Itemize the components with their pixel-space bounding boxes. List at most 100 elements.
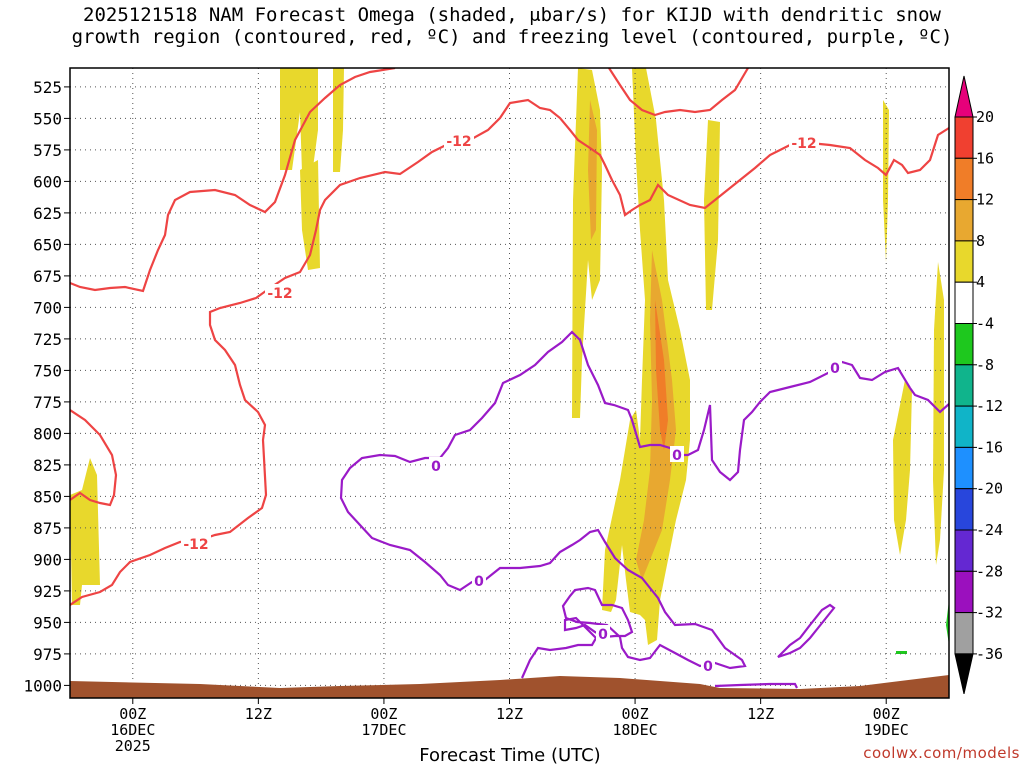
- contour-label-bg: [789, 134, 819, 150]
- contour-labels: -12 -12 -12 -12 0 0 0 0 0 0: [181, 132, 842, 675]
- y-tick-label: 975: [33, 645, 62, 664]
- colorbar-tick-label: -28: [976, 562, 1003, 580]
- contour-label-bg: [828, 359, 842, 375]
- y-tick-label: 725: [33, 330, 62, 349]
- colorbar-tick-label: -32: [976, 604, 1003, 622]
- colorbar-band: [954, 323, 974, 366]
- colorbar-band: [954, 488, 974, 531]
- y-tick-label: 650: [33, 235, 62, 254]
- colorbar-band: [954, 240, 974, 283]
- colorbar: 20 16 12 8 4 -4 -8 -12 -16 -20 -24 -28 -32 -36: [954, 75, 1003, 695]
- contour-label: -12: [267, 286, 292, 302]
- colorbar-tick-label: 8: [976, 232, 985, 250]
- y-tick-label: 1000: [23, 676, 62, 695]
- contour-label-bg: [670, 446, 684, 462]
- axes: 525 550 575 600 625 650 675 700 725 750 775 800 825 8…: [23, 67, 950, 755]
- terrain: [70, 675, 949, 698]
- contour-label-bg: [265, 284, 295, 300]
- x-tick-label: 2025: [115, 737, 151, 755]
- contour-label: -12: [791, 136, 816, 152]
- contour-label: -12: [183, 537, 208, 553]
- omega-cell: [280, 68, 318, 175]
- omega-cell: [588, 100, 597, 240]
- contour-label-bg: [472, 572, 486, 588]
- colorbar-tick-label: -36: [976, 645, 1003, 663]
- omega-shading: [70, 68, 949, 654]
- dgz-contour-line: [70, 68, 396, 293]
- x-tick-label: 00Z: [370, 705, 397, 723]
- contour-label: 0: [703, 659, 713, 675]
- x-tick-label: 00Z: [622, 705, 649, 723]
- contour-label: 0: [431, 459, 441, 475]
- colorbar-band: [954, 116, 974, 159]
- colorbar-tick-label: -8: [976, 356, 994, 374]
- omega-cell: [893, 380, 912, 555]
- x-tick-label: 12Z: [496, 705, 523, 723]
- y-tick-label: 825: [33, 456, 62, 475]
- colorbar-band: [954, 570, 974, 614]
- x-tick-label: 18DEC: [612, 721, 657, 739]
- contour-label: 0: [830, 361, 840, 377]
- colorbar-tick-label: -16: [976, 438, 1003, 456]
- x-tick-label: 12Z: [747, 705, 774, 723]
- contour-label-bg: [444, 132, 474, 148]
- y-tick-label: 625: [33, 204, 62, 223]
- omega-cell: [333, 68, 344, 172]
- x-tick-label: 00Z: [873, 705, 900, 723]
- colorbar-band: [954, 75, 974, 118]
- omega-cell: [655, 300, 668, 450]
- omega-cell: [70, 458, 100, 605]
- contour-label-bg: [429, 457, 443, 473]
- y-tick-label: 875: [33, 519, 62, 538]
- y-tick-label: 550: [33, 109, 62, 128]
- dgz-contour-line: [608, 68, 749, 117]
- x-axis-label: Forecast Time (UTC): [419, 745, 601, 766]
- freezing-contour-line: [909, 387, 949, 414]
- x-tick-label: 12Z: [245, 705, 272, 723]
- chart-title-line1: 2025121518 NAM Forecast Omega (shaded, μ…: [83, 4, 941, 26]
- colorbar-tick-label: 16: [976, 149, 994, 167]
- omega-cell: [896, 651, 907, 654]
- colorbar-band: [954, 653, 974, 695]
- y-tick-label: 850: [33, 487, 62, 506]
- contour-label: -12: [446, 134, 471, 150]
- y-tick-label: 525: [33, 78, 62, 97]
- omega-cell: [704, 120, 720, 310]
- colorbar-tick-label: 4: [976, 273, 985, 291]
- colorbar-tick-label: -12: [976, 397, 1003, 415]
- dgz-contour-line: [70, 409, 118, 507]
- colorbar-band: [954, 364, 974, 407]
- y-tick-label: 900: [33, 550, 62, 569]
- y-tick-label: 575: [33, 141, 62, 160]
- colorbar-tick-label: -20: [976, 480, 1003, 498]
- omega-cell: [572, 68, 602, 418]
- omega-cell: [636, 250, 676, 580]
- contour-label-bg: [181, 535, 211, 551]
- contour-label: 0: [598, 627, 608, 643]
- y-tick-label: 800: [33, 424, 62, 443]
- contour-label: 0: [672, 448, 682, 464]
- terrain-fill: [70, 675, 949, 698]
- omega-cell: [933, 262, 944, 565]
- y-tick-label: 775: [33, 393, 62, 412]
- y-tick-label: 750: [33, 361, 62, 380]
- colorbar-tick-label: 20: [976, 108, 994, 126]
- site-credit[interactable]: coolwx.com/models: [863, 744, 1020, 762]
- colorbar-band: [954, 199, 974, 242]
- omega-cell: [602, 68, 690, 645]
- y-tick-label: 700: [33, 298, 62, 317]
- colorbar-band: [954, 157, 974, 201]
- x-tick-label: 16DEC: [110, 721, 155, 739]
- y-tick-label: 925: [33, 582, 62, 601]
- freezing-contour-line: [714, 682, 798, 689]
- contour-label: 0: [474, 574, 484, 590]
- chart-title-line2: growth region (contoured, red, ºC) and f…: [71, 26, 953, 48]
- colorbar-tick-label: -24: [976, 521, 1003, 539]
- colorbar-band: [954, 405, 974, 448]
- grid-lines: [70, 68, 949, 698]
- x-tick-label: 00Z: [119, 705, 146, 723]
- omega-cell: [883, 100, 889, 262]
- x-tick-label: 19DEC: [864, 721, 909, 739]
- freezing-contour-line: [777, 603, 836, 659]
